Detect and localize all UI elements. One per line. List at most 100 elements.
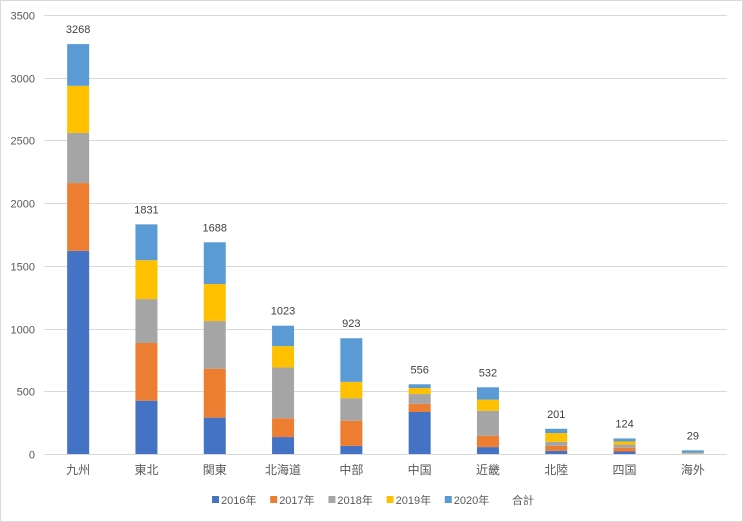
bars bbox=[67, 44, 704, 454]
total-label: 1831 bbox=[134, 204, 158, 216]
legend: 2016年 2017年 2018年 2019年 2020年 合計 bbox=[212, 493, 534, 507]
legend-swatch bbox=[328, 496, 336, 503]
bar-segment bbox=[203, 368, 226, 418]
bar-segment bbox=[476, 399, 499, 411]
legend-swatch bbox=[386, 496, 394, 503]
bar-segment bbox=[476, 410, 499, 436]
bar-segment bbox=[203, 321, 226, 369]
legend-item: 2018年 bbox=[328, 493, 373, 507]
bar-segment bbox=[272, 367, 295, 419]
x-category-label: 中国 bbox=[408, 462, 432, 477]
bar-segment bbox=[408, 411, 431, 454]
y-tick-label: 2000 bbox=[11, 199, 35, 211]
y-tick-label: 500 bbox=[17, 387, 35, 399]
bar-segment bbox=[476, 387, 499, 400]
bar-segment bbox=[272, 346, 295, 368]
legend-swatch bbox=[212, 496, 219, 503]
x-category-label: 近畿 bbox=[476, 463, 500, 477]
x-category-label: 九州 bbox=[66, 463, 90, 477]
total-label: 532 bbox=[479, 367, 497, 379]
x-category-label: 四国 bbox=[613, 463, 637, 477]
bar-segment bbox=[272, 437, 295, 454]
legend-label: 2016年 bbox=[221, 493, 256, 507]
bar-segment bbox=[272, 418, 295, 438]
bar-segment bbox=[613, 447, 636, 452]
bar-segment bbox=[135, 260, 158, 300]
bar-segment bbox=[340, 398, 363, 421]
total-label: 201 bbox=[547, 409, 565, 421]
bar-segment bbox=[545, 450, 568, 454]
legend-item: 2016年 bbox=[212, 493, 256, 507]
x-axis-categories: 九州 東北 関東 北海道 中部 中国 近畿 北陸 四国 海外 bbox=[66, 462, 705, 477]
legend-swatch bbox=[270, 496, 278, 503]
total-label: 923 bbox=[342, 318, 360, 330]
bar-segment bbox=[340, 445, 363, 454]
bar-segment bbox=[613, 444, 636, 448]
bar-segment bbox=[476, 447, 499, 454]
bar-segment bbox=[135, 342, 158, 401]
legend-swatch bbox=[444, 496, 452, 503]
bar-segment bbox=[408, 403, 431, 412]
legend-label: 2020年 bbox=[454, 493, 489, 507]
x-category-label: 中部 bbox=[339, 462, 363, 477]
bar-segment bbox=[613, 441, 636, 445]
bar-segment bbox=[67, 183, 90, 251]
bar-segment bbox=[135, 299, 158, 343]
bar-segment bbox=[545, 428, 568, 434]
bar-segment bbox=[408, 388, 431, 395]
bar-segment bbox=[681, 453, 704, 454]
bar-segment bbox=[613, 451, 636, 454]
legend-label: 2019年 bbox=[396, 493, 431, 507]
bar-segment bbox=[135, 224, 158, 261]
x-category-label: 海外 bbox=[681, 462, 705, 477]
total-label: 29 bbox=[687, 430, 699, 442]
total-label: 124 bbox=[615, 418, 633, 430]
y-tick-label: 1500 bbox=[11, 262, 35, 274]
y-tick-label: 3500 bbox=[11, 11, 35, 23]
gridlines bbox=[44, 15, 727, 455]
x-category-label: 関東 bbox=[203, 463, 227, 477]
legend-item: 2020年 bbox=[444, 493, 489, 507]
x-category-label: 東北 bbox=[134, 463, 158, 477]
bar-segment bbox=[67, 250, 90, 454]
y-axis-ticks: 0 500 1000 1500 2000 2500 3000 3500 bbox=[11, 11, 35, 462]
y-tick-label: 1000 bbox=[11, 325, 35, 337]
legend-label: 合計 bbox=[512, 493, 534, 507]
legend-item: 2019年 bbox=[386, 493, 431, 507]
legend-item: 2017年 bbox=[270, 493, 315, 507]
bar-segment bbox=[67, 85, 90, 133]
bar-segment bbox=[340, 420, 363, 446]
y-tick-label: 3000 bbox=[11, 74, 35, 86]
bar-segment bbox=[545, 433, 568, 442]
total-label: 1023 bbox=[271, 306, 295, 318]
y-tick-label: 0 bbox=[29, 450, 35, 462]
x-category-label: 北海道 bbox=[265, 462, 301, 477]
bar-segment bbox=[408, 384, 431, 389]
bar-segment bbox=[203, 417, 226, 454]
bar-segment bbox=[203, 242, 226, 285]
y-tick-label: 2500 bbox=[11, 136, 35, 148]
bar-segment bbox=[408, 394, 431, 404]
bar-segment bbox=[681, 450, 704, 453]
x-category-label: 北陸 bbox=[544, 463, 568, 477]
bar-segment bbox=[203, 284, 226, 322]
legend-item-total: 合計 bbox=[512, 493, 534, 507]
bar-segment bbox=[340, 381, 363, 399]
total-label: 3268 bbox=[66, 24, 90, 36]
bar-segment bbox=[476, 435, 499, 448]
total-label: 556 bbox=[410, 364, 428, 376]
bar-segment bbox=[67, 44, 90, 86]
bar-segment bbox=[545, 445, 568, 451]
bar-segment bbox=[272, 325, 295, 347]
legend-label: 2018年 bbox=[337, 493, 372, 507]
bar-segment bbox=[613, 438, 636, 442]
bar-segment bbox=[67, 132, 90, 184]
bar-segment bbox=[340, 338, 363, 382]
bar-segment bbox=[135, 400, 158, 454]
legend-label: 2017年 bbox=[279, 493, 314, 507]
total-label: 1688 bbox=[203, 222, 227, 234]
bar-segment bbox=[545, 441, 568, 446]
total-labels: 3268 1831 1688 1023 923 556 532 201 124 29 bbox=[66, 24, 699, 442]
